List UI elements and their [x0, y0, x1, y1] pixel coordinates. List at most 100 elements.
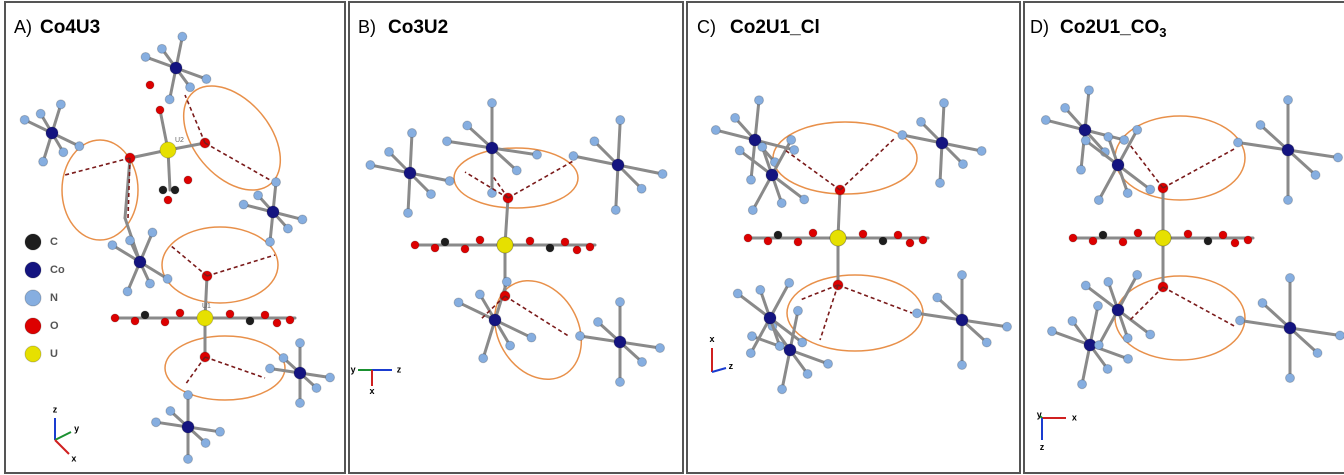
- atom: [283, 224, 292, 233]
- atom: [1146, 330, 1155, 339]
- atom: [1311, 171, 1320, 180]
- panel-letter: C): [697, 17, 716, 37]
- atom: [271, 178, 280, 187]
- atom: [161, 318, 169, 326]
- atom: [1094, 196, 1103, 205]
- atom: [526, 237, 534, 245]
- atom: [497, 237, 513, 253]
- atom: [527, 333, 536, 342]
- atom: [784, 344, 796, 356]
- atom: [141, 52, 150, 61]
- atom: [134, 256, 146, 268]
- panel-title-text: Co3U2: [388, 17, 448, 38]
- atom: [170, 62, 182, 74]
- atom: [638, 358, 647, 367]
- atom: [267, 206, 279, 218]
- atom: [1068, 317, 1077, 326]
- atom: [793, 306, 802, 315]
- atom: [939, 99, 948, 108]
- atom: [1081, 281, 1090, 290]
- axis-arrow: [55, 432, 71, 440]
- axis-label: z: [53, 405, 58, 415]
- atom: [239, 200, 248, 209]
- atom: [261, 311, 269, 319]
- atom: [936, 178, 945, 187]
- atom: [1094, 341, 1103, 350]
- atom: [512, 166, 521, 175]
- atom: [411, 241, 419, 249]
- atom: [111, 314, 119, 322]
- atom: [1282, 144, 1294, 156]
- atom: [1284, 322, 1296, 334]
- atom: [59, 148, 68, 157]
- legend-label: C: [50, 236, 58, 248]
- atom: [197, 310, 213, 326]
- atom: [1236, 316, 1245, 325]
- atom: [1093, 301, 1102, 310]
- atom: [766, 169, 778, 181]
- panel-title: Co3U2: [388, 17, 448, 38]
- atom: [366, 161, 375, 170]
- atom: [1089, 237, 1097, 245]
- atom: [25, 262, 41, 278]
- atom: [1047, 327, 1056, 336]
- atom: [184, 391, 193, 400]
- atom: [982, 338, 991, 347]
- atom: [1231, 239, 1239, 247]
- h-bond: [205, 357, 265, 378]
- atom: [1041, 116, 1050, 125]
- atom: [1077, 165, 1086, 174]
- h-bond: [1130, 145, 1163, 188]
- atom: [1204, 237, 1212, 245]
- panel-title: Co2U1_Cl: [730, 17, 820, 38]
- atom: [404, 208, 413, 217]
- h-bond: [785, 150, 840, 190]
- atom: [758, 142, 767, 151]
- atom: [178, 32, 187, 41]
- atom: [790, 145, 799, 154]
- atom: [1258, 299, 1267, 308]
- atom: [1286, 274, 1295, 283]
- panel-title: Co4U3: [40, 17, 100, 38]
- atom: [1244, 236, 1252, 244]
- axis-label: y: [351, 364, 356, 374]
- atom: [182, 421, 194, 433]
- atom: [735, 146, 744, 155]
- atom: [1336, 331, 1344, 340]
- atom: [152, 418, 161, 427]
- atom: [126, 236, 135, 245]
- atom: [56, 100, 65, 109]
- atom: [266, 364, 275, 373]
- atom: [163, 274, 172, 283]
- atom: [616, 378, 625, 387]
- atom: [1112, 159, 1124, 171]
- atom: [1119, 238, 1127, 246]
- atom: [475, 290, 484, 299]
- highlight: [454, 148, 578, 208]
- h-bond: [1163, 287, 1236, 327]
- atom: [1078, 380, 1087, 389]
- atom: [1112, 304, 1124, 316]
- atom: [573, 246, 581, 254]
- atom: [733, 289, 742, 298]
- figure: A)Co4U3U2U1B)Co3U2C)Co2U1_ClD)Co2U1_CO3C…: [0, 0, 1344, 475]
- atom: [936, 137, 948, 149]
- atom: [546, 244, 554, 252]
- atom-label: U1: [202, 303, 211, 310]
- atom: [25, 290, 41, 306]
- atom: [445, 176, 454, 185]
- panel-title-text: Co2U1_CO: [1060, 17, 1159, 38]
- atom: [426, 190, 435, 199]
- atom: [166, 407, 175, 416]
- atom: [1124, 354, 1133, 363]
- atom: [1084, 86, 1093, 95]
- atom: [754, 96, 763, 105]
- atom: [157, 44, 166, 53]
- atom: [145, 279, 154, 288]
- atom: [184, 455, 193, 464]
- atom: [747, 332, 756, 341]
- atom: [1234, 138, 1243, 147]
- page: A)Co4U3U2U1B)Co3U2C)Co2U1_ClD)Co2U1_CO3C…: [0, 0, 1344, 475]
- atom: [266, 237, 275, 246]
- h-bond: [65, 158, 130, 175]
